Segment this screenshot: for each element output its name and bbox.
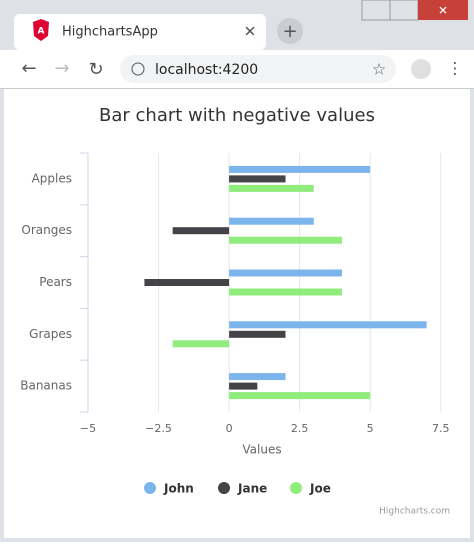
bar	[229, 184, 314, 192]
close-window[interactable]	[418, 0, 468, 20]
y-tick-label: Oranges	[21, 223, 72, 237]
new-tab[interactable]	[277, 18, 303, 44]
y-tick-label: Bananas	[20, 379, 72, 393]
bar	[172, 227, 230, 235]
new-tab-plus: +	[282, 21, 297, 42]
legend-marker	[144, 482, 156, 494]
legend-label: Jane	[237, 482, 267, 496]
legend-label: John	[163, 482, 194, 496]
x-axis-title: Values	[242, 443, 281, 457]
profile[interactable]	[411, 59, 431, 79]
reload-button[interactable]: ↻	[88, 59, 103, 80]
y-tick-label: Apples	[32, 171, 72, 185]
bar	[229, 269, 342, 277]
maximize[interactable]	[389, 0, 419, 21]
bar	[229, 330, 286, 338]
legend-marker	[290, 482, 302, 494]
back-button[interactable]: ←	[21, 58, 36, 79]
tab[interactable]	[14, 14, 266, 50]
x-tick-label: 0	[226, 422, 233, 435]
bar	[229, 236, 342, 244]
x-tick-label: 7.5	[432, 422, 450, 435]
legend-label: Joe	[309, 482, 331, 496]
address-bar[interactable]	[120, 55, 396, 83]
bar	[144, 279, 230, 286]
x-tick-label: 2.5	[291, 422, 309, 435]
tab-close[interactable]: ✕	[244, 23, 257, 41]
bar	[229, 175, 286, 183]
url: localhost:4200	[155, 62, 258, 78]
tab-icon	[33, 19, 49, 41]
bar	[229, 382, 258, 390]
tab-title: HighchartsApp	[62, 25, 158, 40]
bar	[229, 165, 371, 173]
bar	[229, 217, 314, 225]
credits: Highcharts.com	[379, 507, 450, 517]
legend-marker	[218, 482, 230, 494]
x-tick-label: −5	[80, 422, 96, 435]
forward-button[interactable]: →	[54, 58, 69, 79]
x-tick-label: −2.5	[145, 422, 172, 435]
x-tick-label: 5	[367, 422, 374, 435]
bar	[229, 288, 342, 296]
close-icon: ✕	[438, 4, 448, 18]
menu[interactable]: ⋮	[447, 59, 463, 78]
tab-icon-letter: A	[38, 27, 45, 37]
bookmark-star[interactable]: ☆	[372, 60, 386, 79]
y-tick-label: Grapes	[29, 327, 72, 341]
chart-title: Bar chart with negative values	[99, 105, 375, 126]
y-tick-label: Pears	[39, 275, 72, 289]
chart-area	[4, 88, 470, 538]
bar	[229, 392, 371, 400]
minimize[interactable]	[361, 0, 391, 21]
bar	[229, 321, 427, 329]
info-icon	[131, 62, 145, 76]
bar	[229, 373, 286, 381]
bar	[172, 340, 230, 348]
